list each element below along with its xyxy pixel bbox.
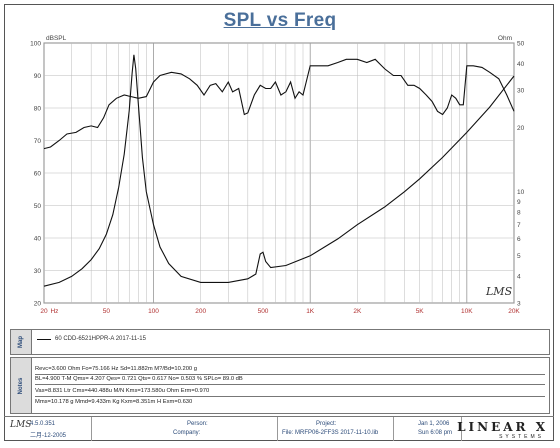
footer-bar: LMS 4.5.0.351 二月-12-2005 Person: Company… xyxy=(4,416,554,441)
footer-time: Sun 6:08 pm xyxy=(418,430,453,436)
file-label: File: MRFP06-2FF3S 2017-11-10.lib xyxy=(282,430,379,436)
note-line-3: Vas=8.831 Ltr Cms=440.488u M/N Kms=173.5… xyxy=(35,388,210,394)
note-divider xyxy=(35,384,545,385)
x-tick-label: 200 xyxy=(195,308,206,315)
footer-date-cell: Jan 1, 2006 Sun 6:08 pm xyxy=(394,417,462,441)
y-tick-label-left: 60 xyxy=(34,170,42,177)
map-label: Map xyxy=(18,336,24,348)
y-tick-label-left: 30 xyxy=(34,268,42,275)
x-tick-label: 1K xyxy=(306,308,315,315)
footer-date: Jan 1, 2006 xyxy=(418,421,450,427)
spl-curve xyxy=(43,58,515,150)
x-tick-label: 5K xyxy=(416,308,425,315)
y-tick-label-left: 90 xyxy=(34,73,42,80)
note-divider xyxy=(35,396,545,397)
left-unit-label: dBSPL xyxy=(46,35,67,42)
y-tick-label-left: 40 xyxy=(34,235,42,242)
lms-footer-logo: LMS xyxy=(10,420,32,430)
x-tick-label: 10K xyxy=(461,308,473,315)
version-text: 4.5.0.351 xyxy=(30,421,56,427)
note-line-1: Revc=3.600 Ohm Fo=75.166 Hz Sd=11.882m M… xyxy=(35,366,197,372)
y-tick-label-right: 20 xyxy=(517,125,525,132)
map-entry-text: 60 CDD-6521HPPR-A 2017-11-15 xyxy=(55,336,146,342)
note-line-2: BL=4.900 T-M Qms= 4.207 Qes= 0.721 Qts= … xyxy=(35,376,243,382)
company-label: Company: xyxy=(173,430,201,436)
x-tick-label: 20K xyxy=(508,308,520,315)
y-tick-label-right: 50 xyxy=(517,40,525,47)
y-tick-label-right: 6 xyxy=(517,236,521,243)
y-tick-label-left: 80 xyxy=(34,105,42,112)
footer-project-cell: Project: File: MRFP06-2FF3S 2017-11-10.l… xyxy=(278,417,394,441)
y-tick-label-left: 20 xyxy=(34,300,42,307)
y-tick-label-right: 3 xyxy=(517,300,521,307)
person-label: Person: xyxy=(187,421,208,427)
map-sidelabel: Map xyxy=(11,330,32,354)
lms-watermark: LMS xyxy=(485,285,513,298)
legend-swatch xyxy=(37,338,51,340)
footer-version-cell: LMS 4.5.0.351 二月-12-2005 xyxy=(4,417,92,441)
y-tick-label-right: 40 xyxy=(517,61,525,68)
notes-panel: Notes Revc=3.600 Ohm Fo=75.166 Hz Sd=11.… xyxy=(10,357,550,414)
version-date: 二月-12-2005 xyxy=(30,433,67,439)
notes-sidelabel: Notes xyxy=(11,358,32,413)
linearx-logo-sub: SYSTEMS xyxy=(499,434,544,440)
notes-label: Notes xyxy=(18,377,24,394)
y-tick-label-left: 100 xyxy=(30,40,41,47)
y-tick-label-right: 10 xyxy=(517,189,525,196)
y-tick-label-left: 70 xyxy=(34,138,42,145)
footer-person-cell: Person: Company: xyxy=(92,417,278,441)
y-tick-label-right: 4 xyxy=(517,274,521,281)
x-tick-label: 100 xyxy=(148,308,159,315)
y-tick-label-right: 7 xyxy=(517,222,521,229)
chart-title: SPL vs Freq xyxy=(223,10,337,31)
y-tick-label-right: 8 xyxy=(517,210,521,217)
y-tick-label-left: 50 xyxy=(34,203,42,210)
map-panel: Map 60 CDD-6521HPPR-A 2017-11-15 xyxy=(10,329,550,355)
impedance-curve xyxy=(43,54,515,287)
linearx-logo: LINEAR X xyxy=(457,420,548,434)
x-tick-label: 500 xyxy=(258,308,269,315)
x-tick-label: 2K xyxy=(353,308,362,315)
project-label: Project: xyxy=(316,421,337,427)
map-entry: 60 CDD-6521HPPR-A 2017-11-15 xyxy=(37,336,146,342)
right-unit-label: Ohm xyxy=(498,35,512,42)
y-tick-label-right: 5 xyxy=(517,253,521,260)
y-tick-label-right: 9 xyxy=(517,199,521,206)
x-tick-label: Hz xyxy=(50,308,58,315)
y-tick-label-right: 30 xyxy=(517,88,525,95)
note-line-4: Mms=10.178 g Mmd=9.433m Kg Kxm=8.351m H … xyxy=(35,399,193,405)
x-tick-label: 50 xyxy=(103,308,111,315)
note-divider xyxy=(35,374,545,375)
x-tick-label: 20 xyxy=(40,308,48,315)
